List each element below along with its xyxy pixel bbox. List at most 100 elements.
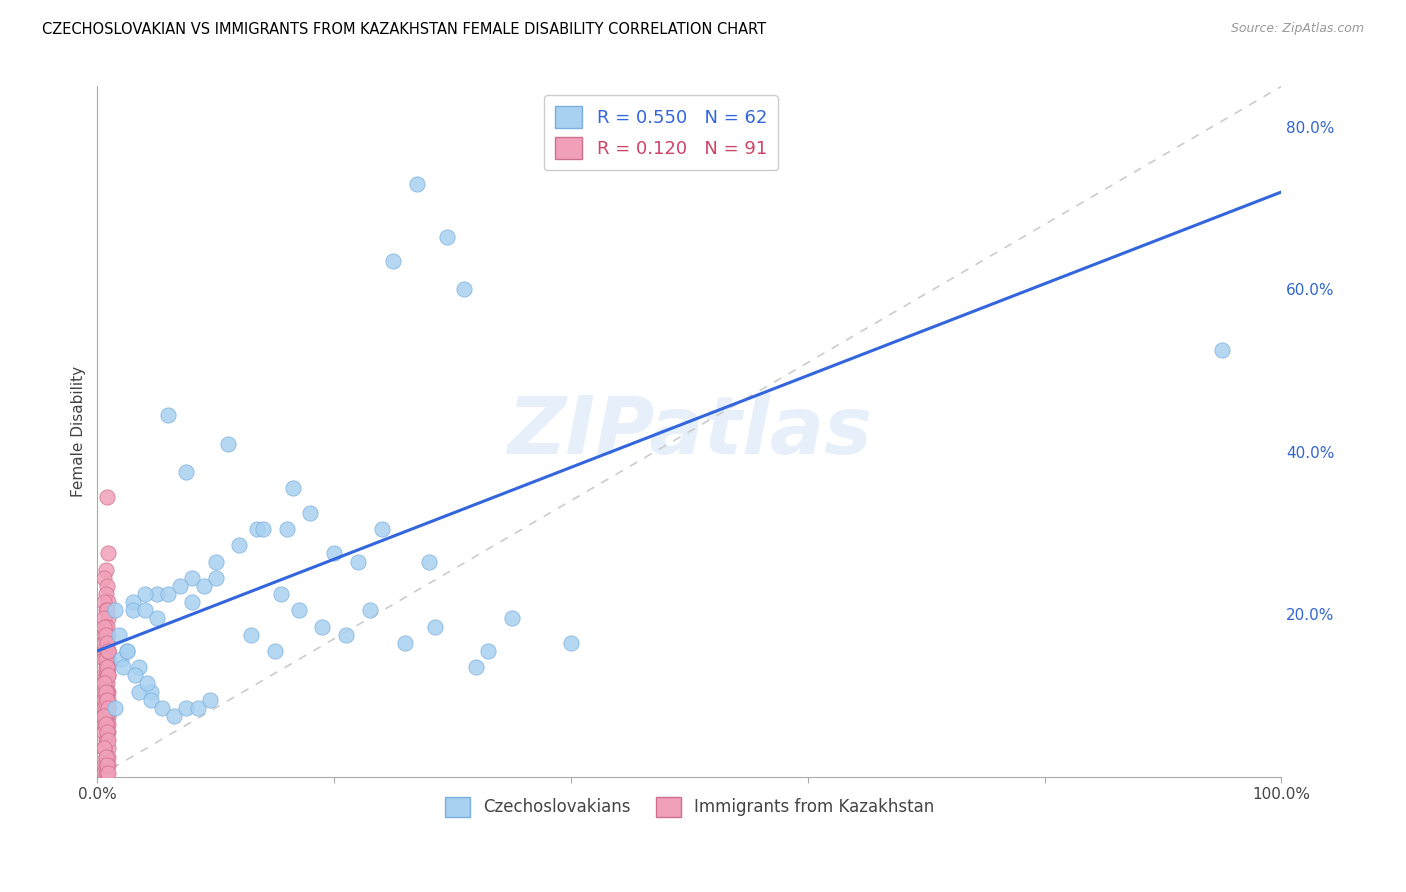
Point: [93, 709, 115, 723]
Point: [97, 717, 120, 731]
Point: [104, 603, 127, 617]
Point: [96, 660, 118, 674]
Point: [93, 619, 115, 633]
Point: [96, 717, 118, 731]
Point: [107, 628, 129, 642]
Point: [163, 709, 186, 723]
Point: [465, 660, 488, 674]
Point: [93, 636, 115, 650]
Point: [97, 595, 120, 609]
Point: [93, 725, 115, 739]
Point: [94, 749, 117, 764]
Point: [323, 546, 346, 560]
Point: [96, 684, 118, 698]
Point: [128, 684, 150, 698]
Point: [97, 757, 120, 772]
Point: [93, 741, 115, 756]
Point: [93, 717, 115, 731]
Point: [94, 652, 117, 666]
Legend: Czechoslovakians, Immigrants from Kazakhstan: Czechoslovakians, Immigrants from Kazakh…: [439, 790, 941, 824]
Point: [97, 741, 120, 756]
Point: [139, 692, 162, 706]
Point: [281, 482, 304, 496]
Point: [423, 619, 446, 633]
Point: [112, 660, 135, 674]
Point: [169, 579, 191, 593]
Point: [406, 177, 429, 191]
Point: [157, 409, 180, 423]
Point: [97, 644, 120, 658]
Point: [134, 587, 156, 601]
Point: [359, 603, 381, 617]
Point: [193, 579, 215, 593]
Point: [152, 701, 174, 715]
Point: [93, 701, 115, 715]
Point: [94, 668, 117, 682]
Point: [270, 587, 292, 601]
Point: [97, 749, 120, 764]
Point: [97, 725, 120, 739]
Point: [96, 676, 118, 690]
Point: [246, 522, 269, 536]
Point: [453, 282, 475, 296]
Point: [436, 229, 458, 244]
Point: [198, 692, 221, 706]
Point: [93, 676, 115, 690]
Point: [94, 717, 117, 731]
Point: [157, 587, 180, 601]
Point: [94, 676, 117, 690]
Point: [93, 765, 115, 780]
Point: [501, 611, 523, 625]
Point: [122, 595, 145, 609]
Point: [96, 749, 118, 764]
Point: [97, 644, 120, 658]
Point: [204, 571, 226, 585]
Point: [97, 733, 120, 747]
Point: [134, 603, 156, 617]
Point: [97, 701, 120, 715]
Point: [94, 636, 117, 650]
Point: [93, 692, 115, 706]
Point: [93, 611, 115, 625]
Point: [94, 717, 117, 731]
Point: [94, 684, 117, 698]
Point: [187, 701, 209, 715]
Point: [96, 490, 118, 504]
Point: [394, 636, 416, 650]
Point: [96, 652, 118, 666]
Point: [264, 644, 287, 658]
Point: [96, 636, 118, 650]
Point: [96, 725, 118, 739]
Point: [97, 668, 120, 682]
Point: [96, 668, 118, 682]
Point: [97, 652, 120, 666]
Point: [94, 733, 117, 747]
Point: [96, 757, 118, 772]
Point: [287, 603, 309, 617]
Point: [418, 555, 440, 569]
Point: [252, 522, 274, 536]
Text: CZECHOSLOVAKIAN VS IMMIGRANTS FROM KAZAKHSTAN FEMALE DISABILITY CORRELATION CHAR: CZECHOSLOVAKIAN VS IMMIGRANTS FROM KAZAK…: [42, 22, 766, 37]
Point: [96, 579, 118, 593]
Point: [94, 619, 117, 633]
Point: [93, 757, 115, 772]
Point: [93, 652, 115, 666]
Point: [477, 644, 499, 658]
Point: [94, 660, 117, 674]
Point: [94, 749, 117, 764]
Text: Source: ZipAtlas.com: Source: ZipAtlas.com: [1230, 22, 1364, 36]
Point: [174, 701, 197, 715]
Point: [122, 603, 145, 617]
Point: [128, 660, 150, 674]
Point: [97, 660, 120, 674]
Point: [96, 701, 118, 715]
Point: [94, 628, 117, 642]
Point: [93, 676, 115, 690]
Point: [94, 603, 117, 617]
Point: [240, 628, 263, 642]
Point: [94, 757, 117, 772]
Point: [560, 636, 582, 650]
Point: [97, 668, 120, 682]
Point: [299, 506, 322, 520]
Point: [136, 676, 159, 690]
